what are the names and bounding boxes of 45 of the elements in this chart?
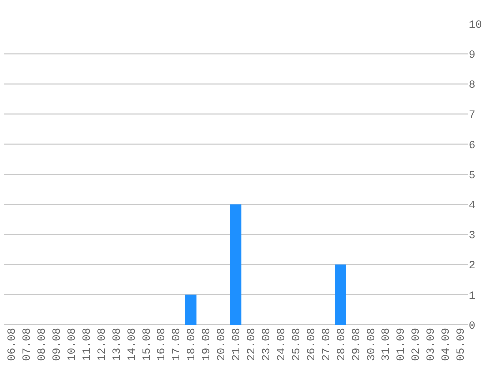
y-tick-label: 0 [469,320,476,333]
bar [230,204,242,325]
x-tick-label: 28.08 [336,328,348,362]
x-tick-label: 25.08 [291,328,304,362]
x-tick-label: 03.09 [426,328,438,362]
x-tick-label: 18.08 [186,328,199,362]
x-tick-label: 29.08 [351,328,364,362]
x-tick-label: 07.08 [22,328,34,362]
x-tick-label: 17.08 [172,328,184,362]
y-tick-label: 10 [469,20,482,32]
y-tick-label: 4 [469,200,476,212]
x-tick-label: 26.08 [306,328,318,362]
y-tick-label: 9 [469,50,476,62]
x-tick-label: 01.09 [396,328,408,362]
bar [185,294,197,325]
x-tick-label: 09.08 [52,328,64,362]
x-tick-label: 16.08 [156,328,169,362]
x-tick-label: 14.08 [126,328,139,362]
x-tick-label: 02.09 [411,328,424,362]
x-tick-label: 31.08 [381,328,394,362]
x-tick-label: 04.09 [441,328,454,362]
x-tick-label: 10.08 [66,328,79,362]
x-tick-label: 24.08 [276,328,288,362]
x-tick-label: 15.08 [142,328,154,362]
x-tick-label: 19.08 [202,328,214,362]
x-tick-label: 21.08 [232,328,244,362]
y-tick-label: 8 [469,80,476,92]
x-tick-label: 06.08 [7,328,20,362]
x-tick-label: 22.08 [246,328,259,362]
y-tick-label: 3 [469,230,476,243]
x-tick-label: 20.08 [216,328,229,362]
x-tick-label: 05.09 [456,328,468,362]
y-tick-label: 6 [469,140,476,152]
x-tick-label: 11.08 [82,328,94,362]
y-tick-label: 5 [469,170,476,182]
y-tick-label: 1 [469,290,476,303]
x-tick-label: 12.08 [96,328,109,362]
x-tick-label: 23.08 [262,328,274,362]
x-tick-label: 08.08 [36,328,49,362]
x-tick-label: 30.08 [366,328,378,362]
x-tick-label: 13.08 [112,328,124,362]
y-tick-label: 7 [469,110,476,122]
y-tick-label: 2 [469,260,476,273]
x-tick-label: 27.08 [321,328,334,362]
bar [335,264,346,325]
